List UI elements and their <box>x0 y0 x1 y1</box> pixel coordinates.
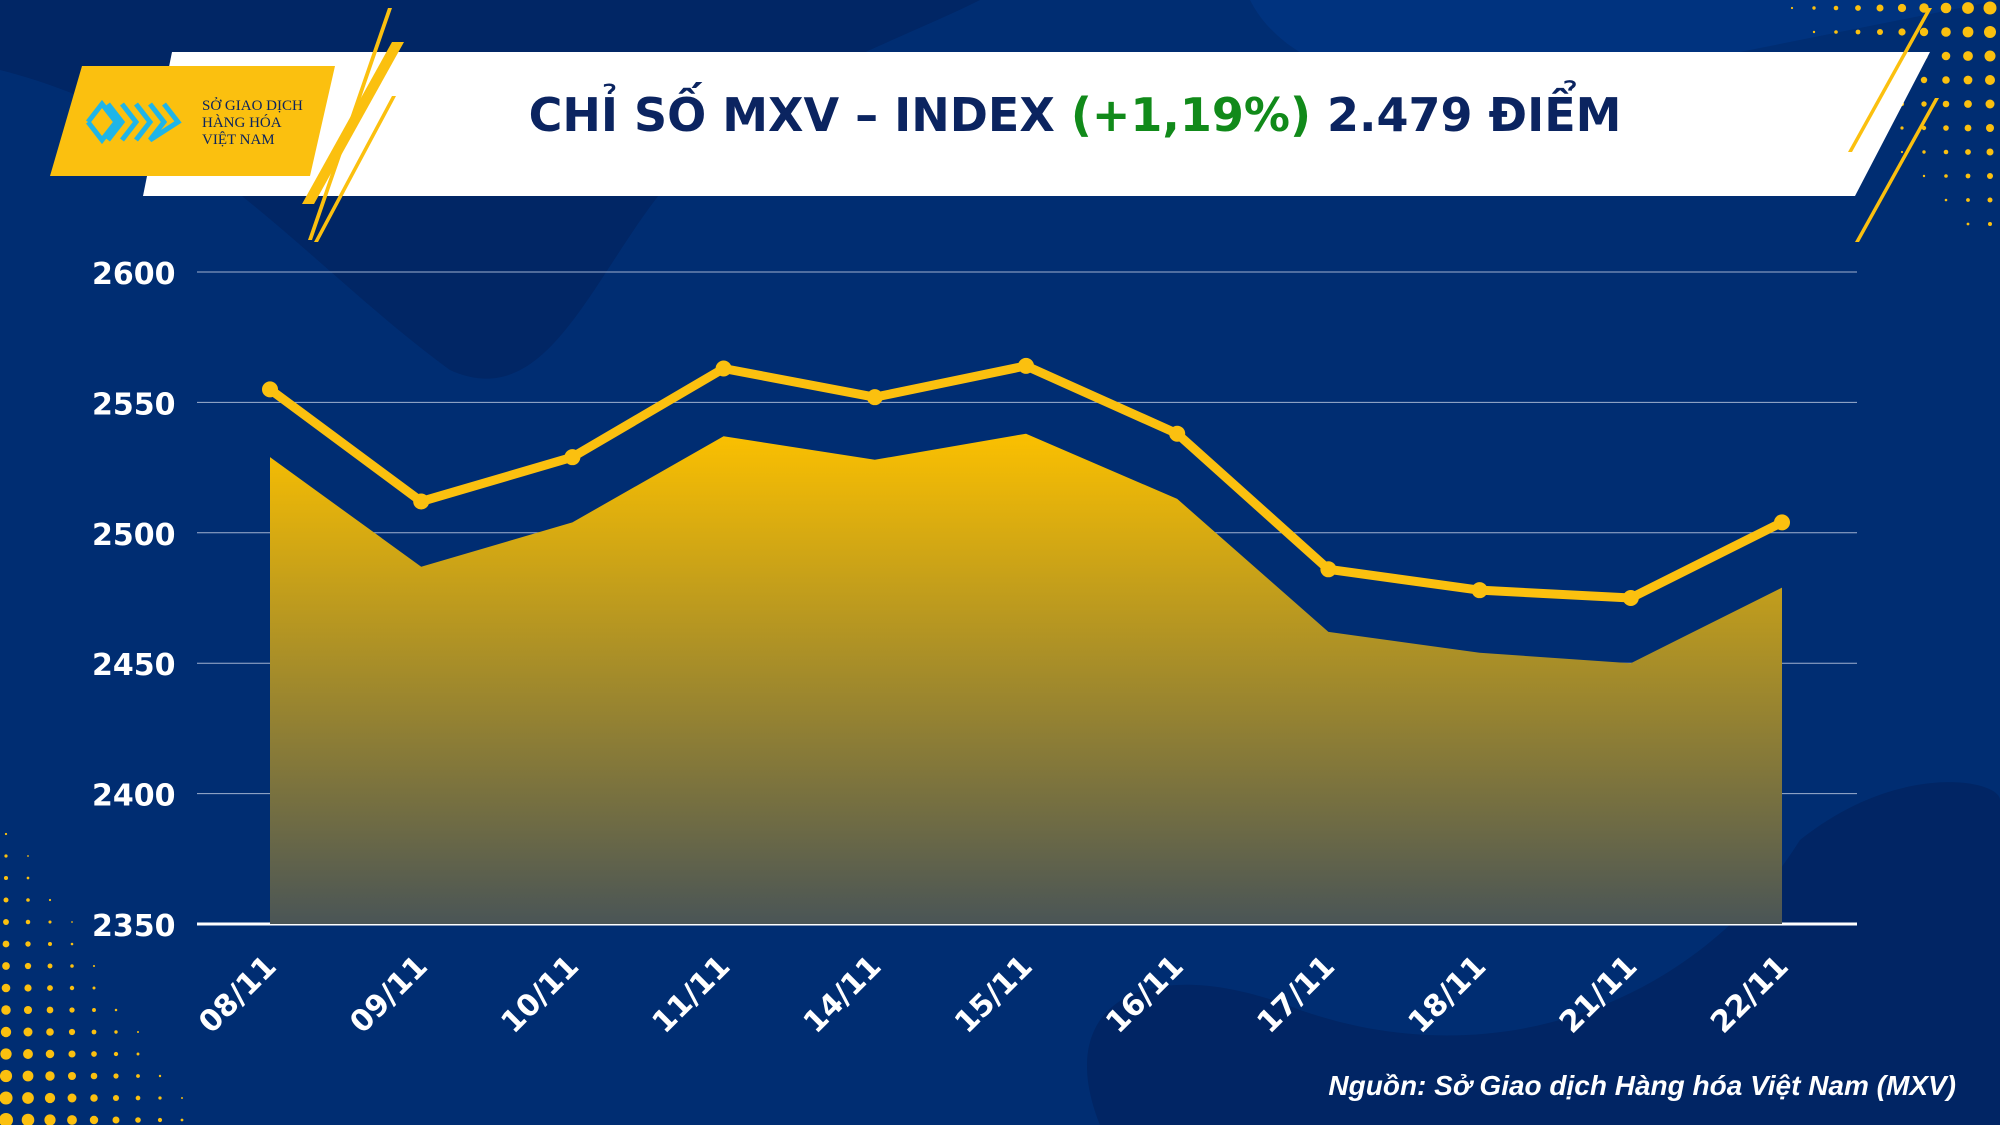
dot-pattern-top-right <box>1790 1 1997 226</box>
logo-line: HÀNG HÓA <box>202 115 282 131</box>
x-tick-label: 09/11 <box>343 949 435 1041</box>
title-value: 2.479 ĐIỂM <box>1327 88 1622 142</box>
line-point <box>413 493 430 510</box>
x-tick-label: 21/11 <box>1553 949 1645 1041</box>
line-point <box>715 360 732 377</box>
line-point <box>564 449 581 466</box>
y-tick-label: 2400 <box>92 779 176 814</box>
y-tick-label: 2350 <box>92 909 176 944</box>
title-banner-bg <box>143 52 1930 196</box>
line-point <box>866 389 883 406</box>
y-tick-label: 2600 <box>92 257 176 292</box>
line-point <box>1169 425 1186 442</box>
source-note: Nguồn: Sở Giao dịch Hàng hóa Việt Nam (M… <box>1328 1070 1956 1101</box>
area-series-mxv-index <box>270 433 1782 924</box>
mxv-logo-icon <box>86 99 182 145</box>
x-tick-label: 10/11 <box>495 949 587 1041</box>
chart-title: CHỈ SỐ MXV – INDEX (+1,19%) 2.479 ĐIỂM <box>330 88 1820 142</box>
x-tick-label: 22/11 <box>1704 949 1796 1041</box>
y-tick-label: 2500 <box>92 518 176 553</box>
line-point <box>1471 582 1488 599</box>
line-point <box>1018 357 1034 374</box>
x-tick-label: 17/11 <box>1251 949 1343 1041</box>
logo-panel <box>50 66 335 176</box>
title-prefix: CHỈ SỐ MXV – INDEX <box>528 88 1055 142</box>
x-tick-label: 15/11 <box>948 949 1040 1041</box>
x-tick-label: 11/11 <box>646 949 738 1041</box>
logo-line: SỞ GIAO DỊCH <box>202 98 303 114</box>
line-point <box>1320 561 1337 578</box>
dot-pattern-bottom-left <box>0 832 184 1125</box>
title-change: (+1,19%) <box>1070 88 1311 142</box>
x-tick-label: 18/11 <box>1402 949 1494 1041</box>
x-tick-label: 16/11 <box>1099 949 1191 1041</box>
line-point <box>1774 514 1790 531</box>
title-banner <box>50 8 1939 242</box>
logo-line: VIỆT NAM <box>202 132 275 148</box>
line-point <box>1622 590 1639 606</box>
line-point <box>262 381 278 398</box>
x-tick-label: 14/11 <box>797 949 889 1041</box>
logo-text: SỞ GIAO DỊCH HÀNG HÓA VIỆT NAM <box>202 98 303 149</box>
x-tick-label: 08/11 <box>192 949 284 1041</box>
y-tick-label: 2550 <box>92 387 176 422</box>
y-tick-label: 2450 <box>92 648 176 683</box>
